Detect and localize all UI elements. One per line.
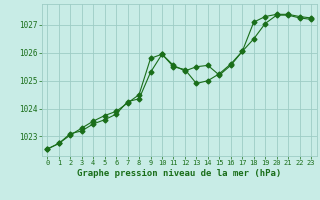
X-axis label: Graphe pression niveau de la mer (hPa): Graphe pression niveau de la mer (hPa) [77, 169, 281, 178]
